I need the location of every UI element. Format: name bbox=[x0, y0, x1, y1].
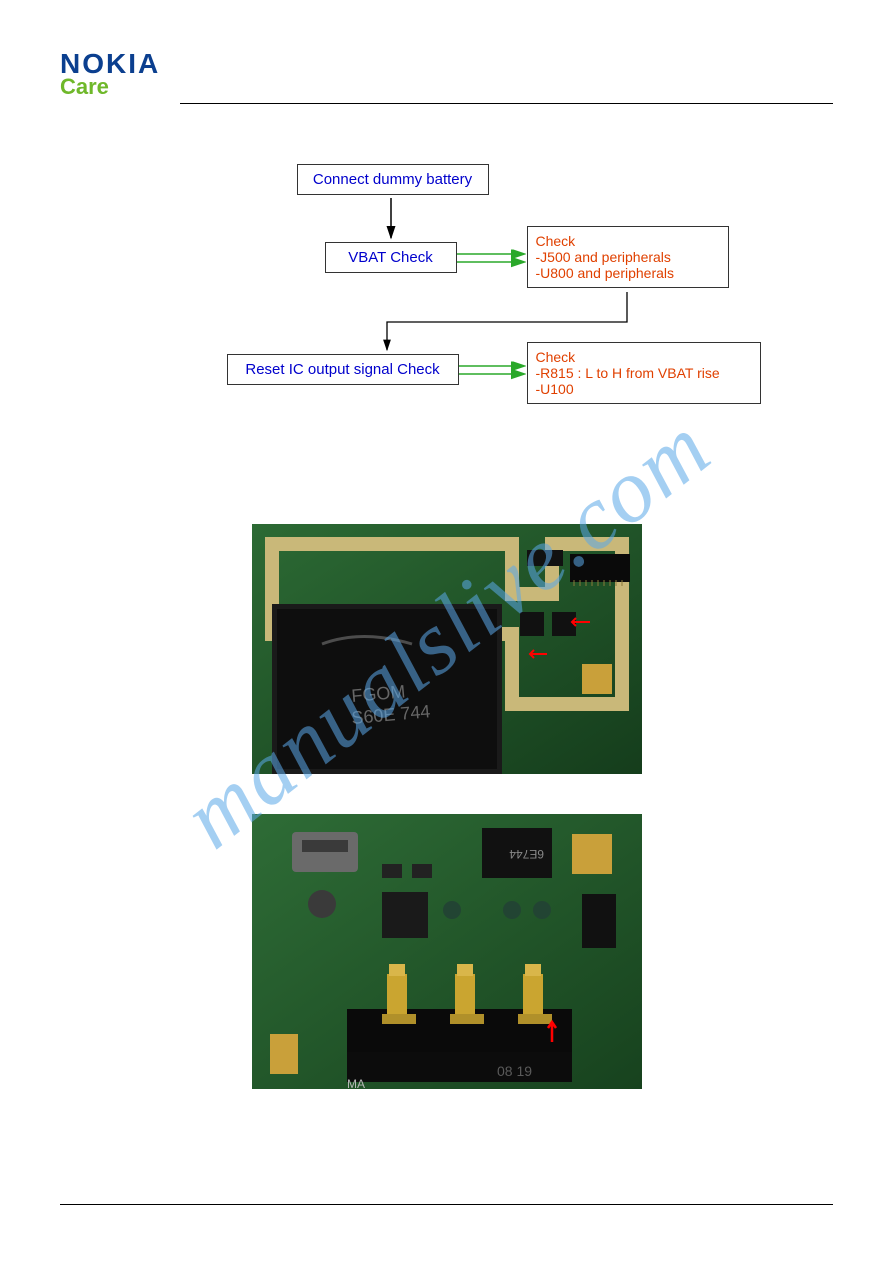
svg-text:6E744: 6E744 bbox=[508, 847, 543, 861]
flow-node-connect-battery: Connect dummy battery bbox=[297, 164, 489, 195]
flow-node-label: VBAT Check bbox=[348, 249, 432, 266]
check-line: -U800 and peripherals bbox=[536, 265, 716, 281]
flow-node-label: Connect dummy battery bbox=[313, 171, 472, 188]
check-line: -U100 bbox=[536, 381, 748, 397]
check-title: Check bbox=[536, 349, 748, 365]
pcb-photo-svg: 6E744 08 19 bbox=[252, 814, 642, 1089]
flow-check-reset: Check -R815 : L to H from VBAT rise -U10… bbox=[527, 342, 761, 404]
pcb-photo-2: 6E744 08 19 bbox=[60, 814, 833, 1089]
brand-logo: NOKIA Care bbox=[60, 50, 160, 98]
svg-text:MA: MA bbox=[347, 1077, 365, 1089]
page-header: NOKIA Care bbox=[60, 50, 833, 104]
flow-node-label: Reset IC output signal Check bbox=[245, 361, 439, 378]
check-line: -J500 and peripherals bbox=[536, 249, 716, 265]
page-container: NOKIA Care bbox=[0, 0, 893, 1253]
svg-text:08 19: 08 19 bbox=[497, 1063, 532, 1079]
flow-check-vbat: Check -J500 and peripherals -U800 and pe… bbox=[527, 226, 729, 288]
check-title: Check bbox=[536, 233, 716, 249]
footer-rule bbox=[60, 1204, 833, 1205]
check-line: -R815 : L to H from VBAT rise bbox=[536, 365, 748, 381]
brand-subline: Care bbox=[60, 76, 160, 98]
header-rule bbox=[180, 103, 833, 104]
flow-node-reset-ic: Reset IC output signal Check bbox=[227, 354, 459, 385]
flowchart: Connect dummy battery VBAT Check Reset I… bbox=[97, 164, 797, 484]
pcb-photo-1: FGOM S60E 744 bbox=[60, 524, 833, 774]
header-rule-wrapper bbox=[180, 103, 833, 104]
pcb-photo-svg: FGOM S60E 744 bbox=[252, 524, 642, 774]
flow-node-vbat-check: VBAT Check bbox=[325, 242, 457, 273]
